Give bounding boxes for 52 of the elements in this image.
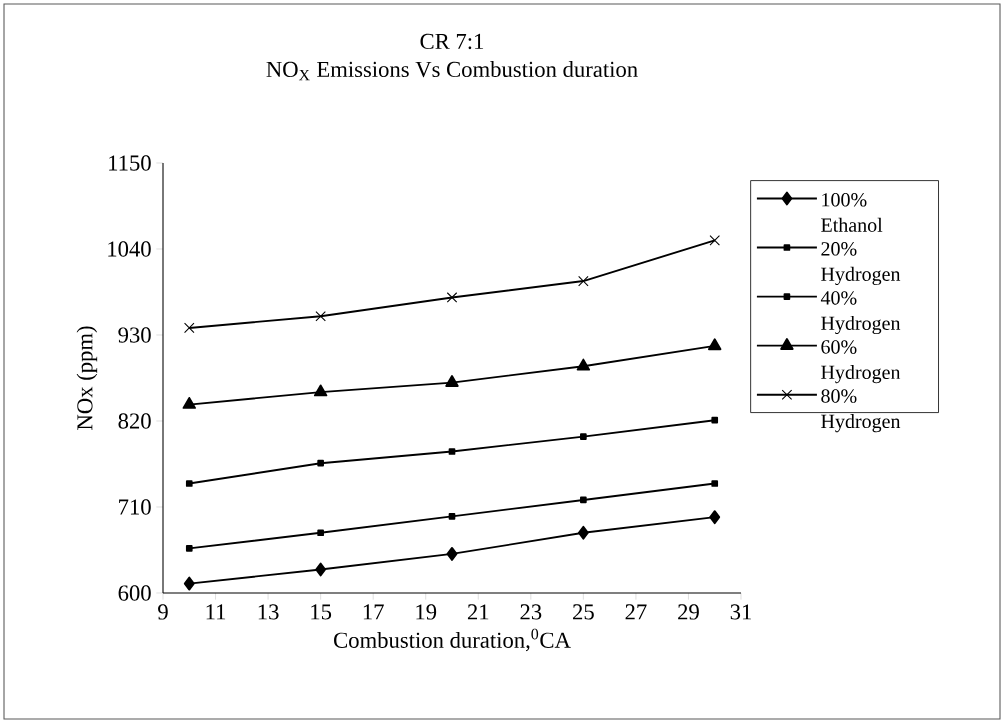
point [709,235,720,246]
x-tick-label: 21 [467,604,489,620]
point [709,510,721,525]
point [185,480,193,487]
x-tick-label: 11 [206,604,226,620]
chart-title: CR 7:1 [420,33,484,50]
point [445,375,459,387]
y-tick-label: 930 [118,327,151,343]
point [183,576,195,591]
point [576,358,591,371]
point [580,496,587,504]
y-tick-label: 1040 [108,241,151,257]
x-tick-label: 9 [158,604,168,620]
y-tick-label: 1150 [109,155,151,171]
x-tick-label: 19 [416,604,437,620]
x-tick-label: 23 [520,604,542,620]
x-tick-label: 27 [625,604,647,620]
point [711,480,719,487]
legend-label: 40% Hydrogen [820,291,901,335]
x-tick-label: 17 [363,604,384,620]
legend-label: 100% Ethanol [821,193,883,232]
point [711,416,719,424]
point [708,338,722,351]
point [577,525,589,540]
legend-label: 60% Hydrogen [821,340,901,384]
point [448,513,456,520]
x-axis-title: Combustion duration,$^{0}$CA [334,628,571,652]
legend-label: 20% Hydrogen [821,242,901,286]
point [317,529,324,537]
point [446,292,458,303]
point [448,448,456,455]
legend-label: 80% Hydrogen [821,389,901,433]
y-axis-title: NOx (ppm) [76,326,98,430]
point [580,433,587,440]
point [578,275,589,287]
chart-subtitle: NO$_{X}$ Emissions Vs Combustion duration [266,61,638,81]
point [315,310,326,322]
y-tick-label: 820 [118,413,151,429]
y-tick-label: 710 [119,499,151,515]
point [182,396,196,409]
x-tick-label: 31 [730,604,751,620]
point [313,384,328,397]
x-tick-label: 25 [573,604,594,620]
point [184,322,195,334]
point [315,562,327,577]
x-tick-label: 15 [311,604,332,620]
point [185,545,193,552]
point [317,459,324,467]
point [446,546,458,561]
x-tick-label: 29 [678,604,699,620]
x-tick-label: 13 [258,604,279,620]
y-tick-label: 600 [118,585,151,601]
